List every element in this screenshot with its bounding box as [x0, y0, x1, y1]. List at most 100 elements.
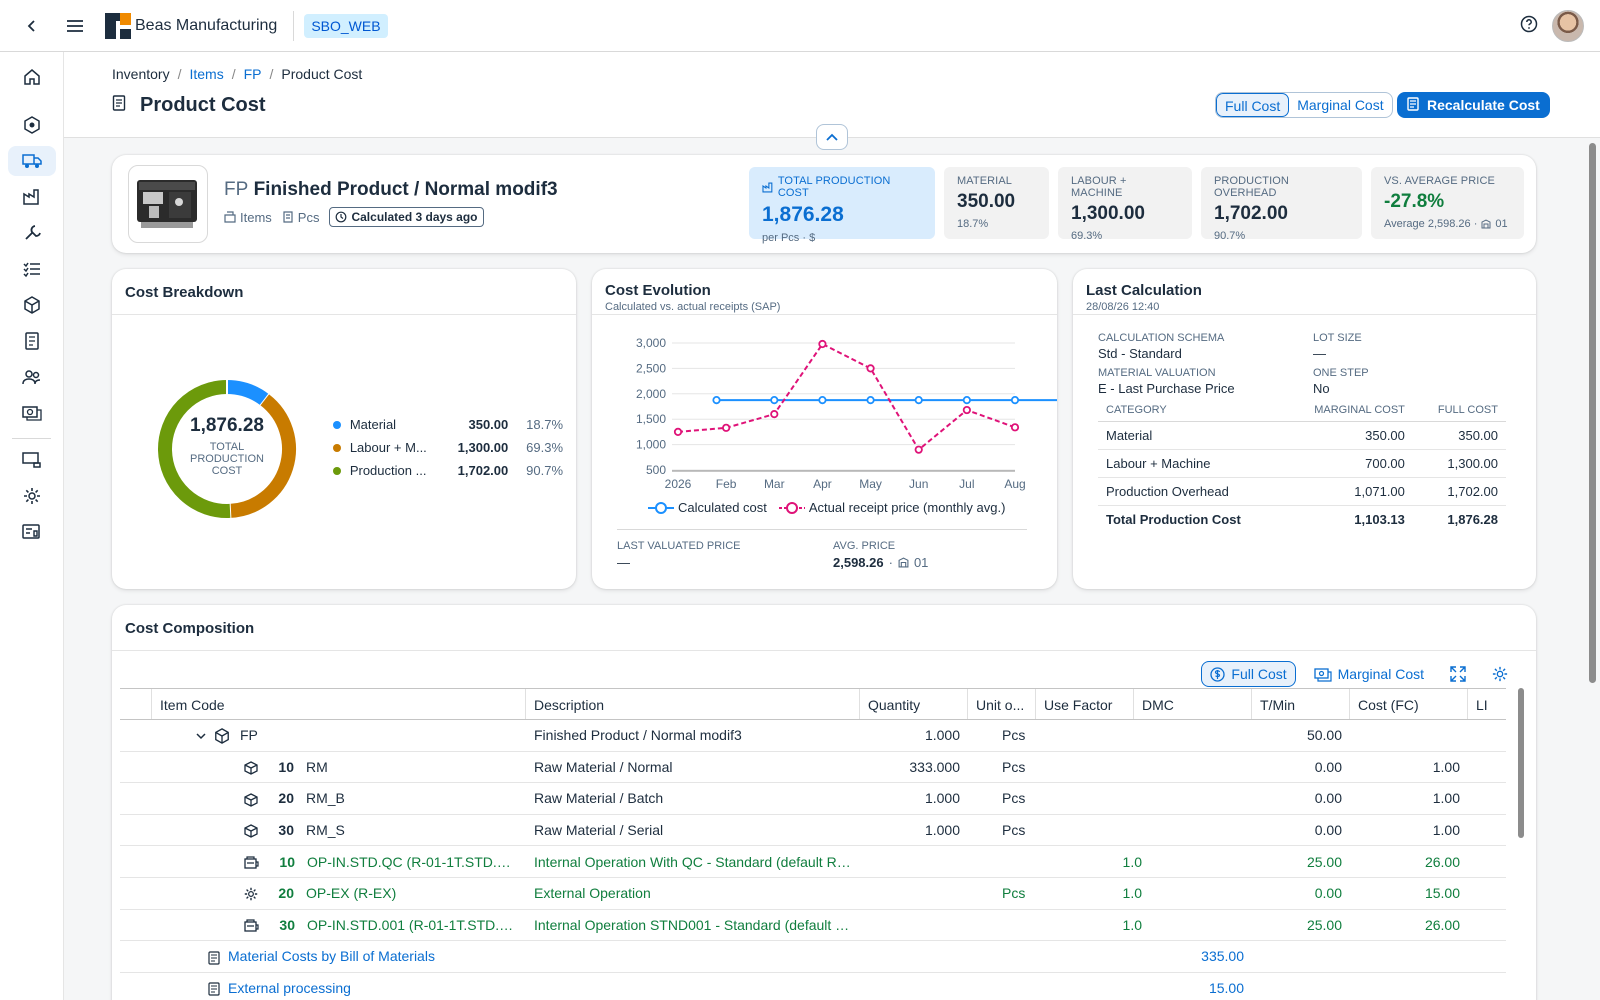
table-settings-button[interactable] — [1484, 661, 1516, 687]
y-tick-label: 2,000 — [636, 387, 666, 401]
donut-slice[interactable] — [158, 380, 231, 518]
column-item-code[interactable]: Item Code — [152, 689, 526, 719]
material-valuation-label: MATERIAL VALUATION — [1098, 367, 1216, 379]
cell-full: 1,876.28 — [1447, 512, 1498, 527]
marginal-cost-toggle[interactable]: Marginal Cost — [1297, 97, 1384, 113]
nav-home-icon[interactable] — [8, 62, 56, 92]
last-calculation-timestamp: 28/08/26 12:40 — [1086, 301, 1160, 313]
line-number: 10 — [278, 758, 294, 775]
nav-inventory-icon[interactable] — [8, 146, 56, 176]
column-use-factor[interactable]: Use Factor — [1036, 689, 1134, 719]
kpi-total-label: TOTAL PRODUCTION COST — [777, 175, 891, 199]
collapse-header-button[interactable] — [816, 124, 848, 150]
table-row[interactable]: 10 RM Raw Material / Normal 333.000 Pcs 0.00 1… — [120, 752, 1506, 784]
breadcrumb-items[interactable]: Items — [189, 66, 224, 82]
column-dmc[interactable]: DMC — [1134, 689, 1252, 719]
data-point[interactable] — [962, 395, 971, 405]
nav-partners-icon[interactable] — [8, 362, 56, 392]
column-li[interactable]: LI — [1476, 697, 1488, 713]
donut-center-label-2: PRODUCTION — [190, 453, 264, 465]
table-row[interactable]: FP Finished Product / Normal modif3 1.000 P… — [120, 720, 1506, 752]
summary-row[interactable]: External processing 15.00 — [120, 973, 1506, 1000]
table-total-row: Total Production Cost 1,103.13 1,876.28 — [1098, 506, 1506, 534]
fullscreen-button[interactable] — [1442, 661, 1474, 687]
item-code: OP-IN.STD.001 (R-01-1T.STD.08H) — [307, 916, 526, 933]
cell-category: Production Overhead — [1098, 477, 1283, 506]
data-point[interactable] — [712, 395, 721, 405]
data-point[interactable] — [914, 395, 923, 405]
summary-label[interactable]: Material Costs by Bill of Materials — [228, 948, 435, 965]
column-tmin[interactable]: T/Min — [1252, 689, 1350, 719]
nav-tools-icon[interactable] — [8, 218, 56, 248]
nav-products-icon[interactable] — [8, 110, 56, 140]
nav-reports-icon[interactable] — [8, 517, 56, 547]
marginal-cost-label: Marginal Cost — [1337, 666, 1424, 682]
y-tick-label: 500 — [646, 463, 666, 477]
cell-tmin: 0.00 — [1314, 885, 1342, 902]
data-point[interactable] — [866, 395, 875, 405]
recalculate-cost-button[interactable]: Recalculate Cost — [1397, 92, 1550, 118]
data-point[interactable] — [770, 410, 779, 419]
full-cost-toggle[interactable]: Full Cost — [1216, 93, 1290, 117]
donut-center-value: 1,876.28 — [190, 415, 264, 436]
material-icon — [244, 792, 258, 807]
table-row[interactable]: 30 OP-IN.STD.001 (R-01-1T.STD.08H) Interna… — [120, 910, 1506, 942]
composition-full-cost-button[interactable]: Full Cost — [1201, 661, 1296, 687]
nav-settings-icon[interactable] — [8, 481, 56, 511]
product-icon — [214, 728, 230, 744]
kpi-vs-avg-warehouse: 01 — [1495, 218, 1508, 230]
cost-breakdown-header: Cost Breakdown — [112, 269, 576, 315]
composition-marginal-cost-button[interactable]: Marginal Cost — [1306, 661, 1432, 687]
data-point[interactable] — [673, 427, 683, 437]
line-number: 30 — [278, 821, 294, 838]
y-tick-label: 1,000 — [636, 438, 666, 452]
last-calculation-header: Last Calculation 28/08/26 12:40 — [1073, 269, 1536, 315]
breadcrumb-fp[interactable]: FP — [243, 66, 262, 82]
donut-slice[interactable] — [229, 394, 296, 518]
data-point[interactable] — [914, 445, 923, 454]
column-description[interactable]: Description — [526, 689, 860, 719]
y-tick-label: 3,000 — [636, 336, 666, 350]
data-point[interactable] — [770, 395, 779, 405]
breadcrumb-inventory[interactable]: Inventory — [112, 66, 170, 82]
kpi-labour-machine: LABOUR + MACHINE 1,300.00 69.3% — [1058, 167, 1192, 242]
data-point[interactable] — [1010, 423, 1020, 432]
table-row[interactable]: 20 OP-EX (R-EX) External Operation Pcs 1.0 0.… — [120, 878, 1506, 910]
data-point[interactable] — [1010, 395, 1020, 405]
column-selector[interactable] — [120, 689, 152, 719]
data-point[interactable] — [866, 364, 875, 373]
donut-slice[interactable] — [226, 380, 270, 406]
data-point[interactable] — [722, 423, 731, 432]
grid-body: FP Finished Product / Normal modif3 1.000 P… — [120, 720, 1506, 1000]
grid-scrollbar[interactable] — [1518, 688, 1524, 838]
product-code: FP — [224, 179, 249, 200]
column-unit[interactable]: Unit o... — [968, 689, 1036, 719]
summary-label[interactable]: External processing — [228, 979, 351, 996]
nav-tasks-icon[interactable] — [8, 254, 56, 284]
cost-mode-toggle: Full Cost Marginal Cost — [1215, 92, 1393, 118]
menu-icon[interactable] — [59, 10, 91, 42]
data-point[interactable] — [962, 405, 971, 415]
column-cost-fc[interactable]: Cost (FC) — [1350, 689, 1468, 719]
expand-chevron-icon[interactable] — [196, 732, 206, 740]
table-row[interactable]: 30 RM_S Raw Material / Serial 1.000 Pcs 0.00 1… — [120, 815, 1506, 847]
cell-marginal: 1,071.00 — [1282, 477, 1413, 506]
nav-documents-icon[interactable] — [8, 326, 56, 356]
kpi-production-overhead: PRODUCTION OVERHEAD 1,702.00 90.7% — [1201, 167, 1362, 242]
data-point[interactable] — [818, 339, 827, 349]
nav-factory-icon[interactable] — [8, 182, 56, 212]
user-avatar[interactable] — [1552, 9, 1584, 42]
page-scrollbar[interactable] — [1589, 143, 1596, 683]
nav-logistics-icon[interactable] — [8, 445, 56, 475]
cell-full: 1,702.00 — [1412, 477, 1506, 506]
back-icon[interactable] — [16, 10, 48, 42]
help-icon[interactable] — [1520, 15, 1538, 36]
app-logo[interactable]: Beas Manufacturing — [105, 12, 277, 39]
summary-row[interactable]: Material Costs by Bill of Materials 335.0… — [120, 941, 1506, 973]
nav-costing-icon[interactable] — [8, 398, 56, 428]
column-quantity[interactable]: Quantity — [860, 689, 968, 719]
nav-item-master-icon[interactable] — [8, 290, 56, 320]
data-point[interactable] — [818, 395, 827, 405]
table-row[interactable]: 10 OP-IN.STD.QC (R-01-1T.STD.24H) Internal… — [120, 846, 1506, 878]
table-row[interactable]: 20 RM_B Raw Material / Batch 1.000 Pcs 0.00 1.… — [120, 783, 1506, 815]
